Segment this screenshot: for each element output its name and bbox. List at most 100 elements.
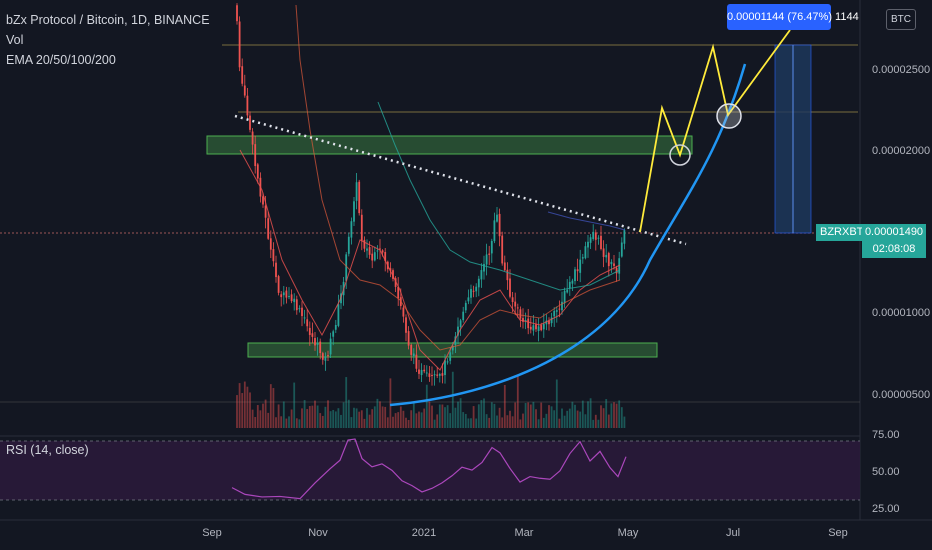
volume-bar [558,418,561,428]
volume-bar [353,407,355,428]
volume-bar [623,416,626,428]
volume-bar [589,398,592,428]
resistance-zone[interactable] [206,135,693,155]
volume-bar [415,413,418,428]
ema-20-line [239,149,621,371]
candle-body [576,269,579,272]
candle-body [264,205,267,218]
target-circle-1[interactable] [669,144,691,166]
volume-bar [243,381,246,428]
candle-body [267,218,270,239]
candle-body [347,236,350,254]
volume-bar [477,404,480,428]
descending-trendline[interactable] [234,114,687,246]
parabolic-curve[interactable] [389,63,747,407]
volume-bar [532,401,535,428]
candle-body [459,320,462,327]
volume-bar [581,400,584,428]
volume-bar [342,402,345,428]
vol-label[interactable]: Vol [6,33,24,47]
candle-body [397,286,400,299]
candle-body [389,268,392,271]
volume-bar [488,417,491,428]
volume-bar [371,409,374,428]
candle-body [316,342,319,345]
volume-bar [607,414,610,428]
volume-bar [475,418,478,428]
volume-bar [438,404,441,428]
volume-bar [360,410,363,428]
rsi-tick: 25.00 [872,503,900,515]
volume-bar [355,408,358,428]
volume-bar [428,401,431,428]
candle-body [605,254,608,258]
candle-body [324,356,327,361]
volume-bar [561,408,563,428]
volume-bar [347,399,350,428]
currency-button[interactable]: BTC [886,9,916,30]
ema-50-line [295,4,621,351]
candle-body [319,341,322,354]
target-circle-2[interactable] [716,103,742,129]
candle-body [550,317,553,324]
candle-body [540,325,543,331]
volume-bar [293,382,296,428]
volume-bar [454,407,457,428]
volume-bar [600,405,602,428]
candle-body [314,338,316,346]
candle-body [360,214,363,241]
volume-bar [298,419,301,428]
volume-bar [303,400,306,428]
volume-bar [545,413,548,428]
price-tick: 0.00000500 [872,389,931,401]
candle-body [537,326,540,331]
candle-body [563,290,566,304]
candle-body [407,331,410,346]
volume-bar [576,410,579,428]
volume-bar [407,419,410,428]
volume-bar [462,412,465,428]
ema-label[interactable]: EMA 20/50/100/200 [6,53,116,67]
volume-bar [615,403,618,428]
candle-body [454,336,457,345]
candle-body [542,323,545,330]
volume-bar [389,378,392,428]
last-price: 0.00001490 [864,226,924,238]
candle-body [236,5,238,22]
volume-bar [327,400,329,428]
candle-body [350,221,353,238]
volume-bar [236,395,238,428]
candle-body [308,327,311,335]
volume-bar [386,417,389,428]
candle-body [376,250,379,252]
volume-bar [259,410,262,428]
candle-body [433,374,436,376]
volume-bar [542,417,545,428]
volume-bar [553,410,556,428]
volume-bars [236,371,626,428]
volume-bar [399,406,402,428]
volume-bar [412,403,415,428]
candle-body [485,254,488,265]
candle-body [475,286,478,292]
volume-bar [363,418,366,428]
candle-body [535,324,537,330]
symbol-title[interactable]: bZx Protocol / Bitcoin, 1D, BINANCE [6,13,210,27]
volume-bar [264,399,267,428]
volume-bar [418,411,420,428]
volume-bar [470,418,472,428]
price-tick: 0.00002500 [872,64,931,76]
rsi-label[interactable]: RSI (14, close) [6,443,89,457]
candle-body [467,297,470,302]
volume-bar [584,414,587,428]
volume-bar [394,413,397,428]
candle-body [589,237,592,243]
candle-body [332,331,335,337]
candle-body [363,239,366,249]
candle-body [285,290,288,298]
projection-path[interactable] [639,29,791,233]
candle-body [358,181,361,214]
ema-200-line [547,211,626,231]
candle-body [428,373,431,377]
